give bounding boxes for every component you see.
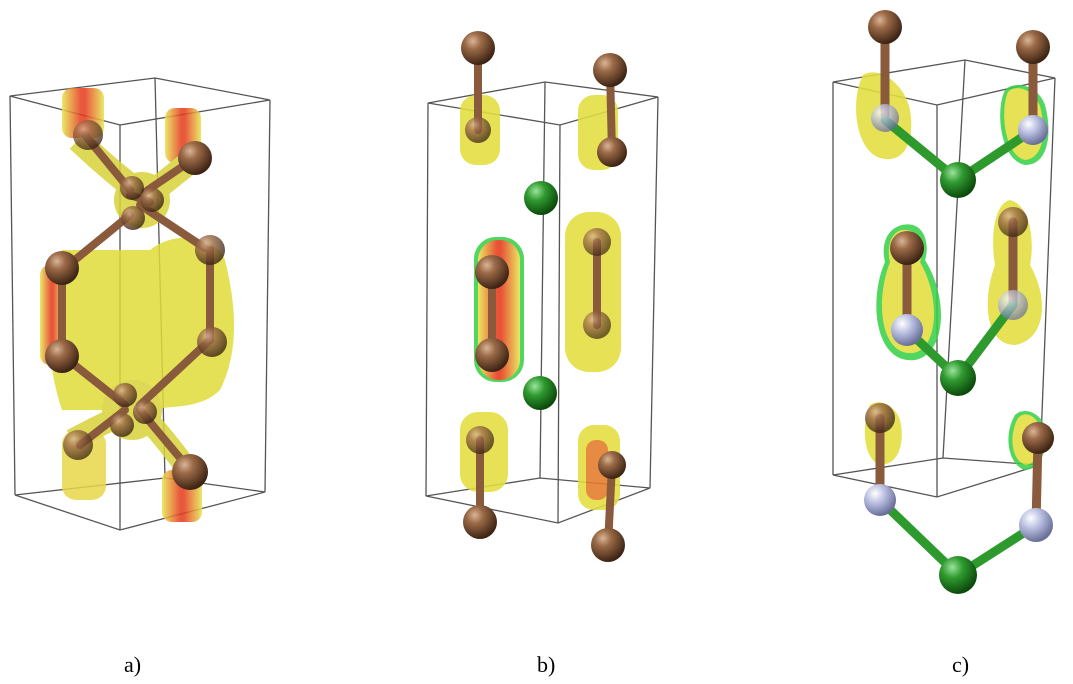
carbon-atom (63, 430, 93, 460)
carbon-atom (465, 117, 491, 143)
carbon-atom (583, 311, 611, 339)
carbon-atom (461, 31, 495, 65)
chlorine-atom (524, 181, 558, 215)
carbon-atom (133, 400, 157, 424)
carbon-atom (475, 338, 509, 372)
panel-c (832, 10, 1056, 594)
panel-b (425, 31, 659, 562)
nitrogen-atom (1019, 508, 1053, 542)
panel-label-b: b) (537, 652, 556, 677)
carbon-atom (197, 327, 227, 357)
carbon-atom (45, 339, 79, 373)
carbon-atom (865, 403, 895, 433)
carbon-atom (583, 228, 611, 256)
carbon-atom (466, 426, 494, 454)
carbon-atom (45, 251, 79, 285)
carbon-atom (120, 176, 144, 200)
carbon-atom (121, 206, 145, 230)
carbon-atom (140, 188, 164, 212)
carbon-atom (463, 505, 497, 539)
chlorine-atom (523, 376, 557, 410)
carbon-atom (110, 413, 134, 437)
carbon-atom (113, 383, 137, 407)
chlorine-atom (940, 162, 976, 198)
carbon-atom (868, 10, 902, 44)
carbon-atom (1016, 30, 1050, 64)
carbon-atom (178, 141, 212, 175)
carbon-atom (1022, 422, 1054, 454)
nitrogen-atom (1018, 115, 1048, 145)
nitrogen-atom (871, 104, 899, 132)
carbon-atom (998, 207, 1028, 237)
carbon-atom (195, 235, 225, 265)
carbon-atom (591, 528, 625, 562)
atoms-a (45, 120, 227, 490)
carbon-atom (593, 53, 627, 87)
carbon-atom (597, 137, 627, 167)
carbon-atom (73, 120, 103, 150)
panel-label-c: c) (952, 652, 970, 677)
panel-label-a: a) (124, 652, 142, 677)
carbon-atom (172, 454, 208, 490)
panel-a (9, 77, 271, 531)
nitrogen-atom (864, 484, 896, 516)
atoms-c (864, 10, 1054, 594)
nitrogen-atom (891, 314, 923, 346)
nitrogen-atom (998, 290, 1028, 320)
carbon-atom (890, 231, 924, 265)
carbon-atom (475, 255, 509, 289)
atoms-b (461, 31, 627, 562)
chlorine-atom (940, 360, 976, 396)
chlorine-atom (939, 556, 977, 594)
carbon-atom (598, 451, 626, 479)
